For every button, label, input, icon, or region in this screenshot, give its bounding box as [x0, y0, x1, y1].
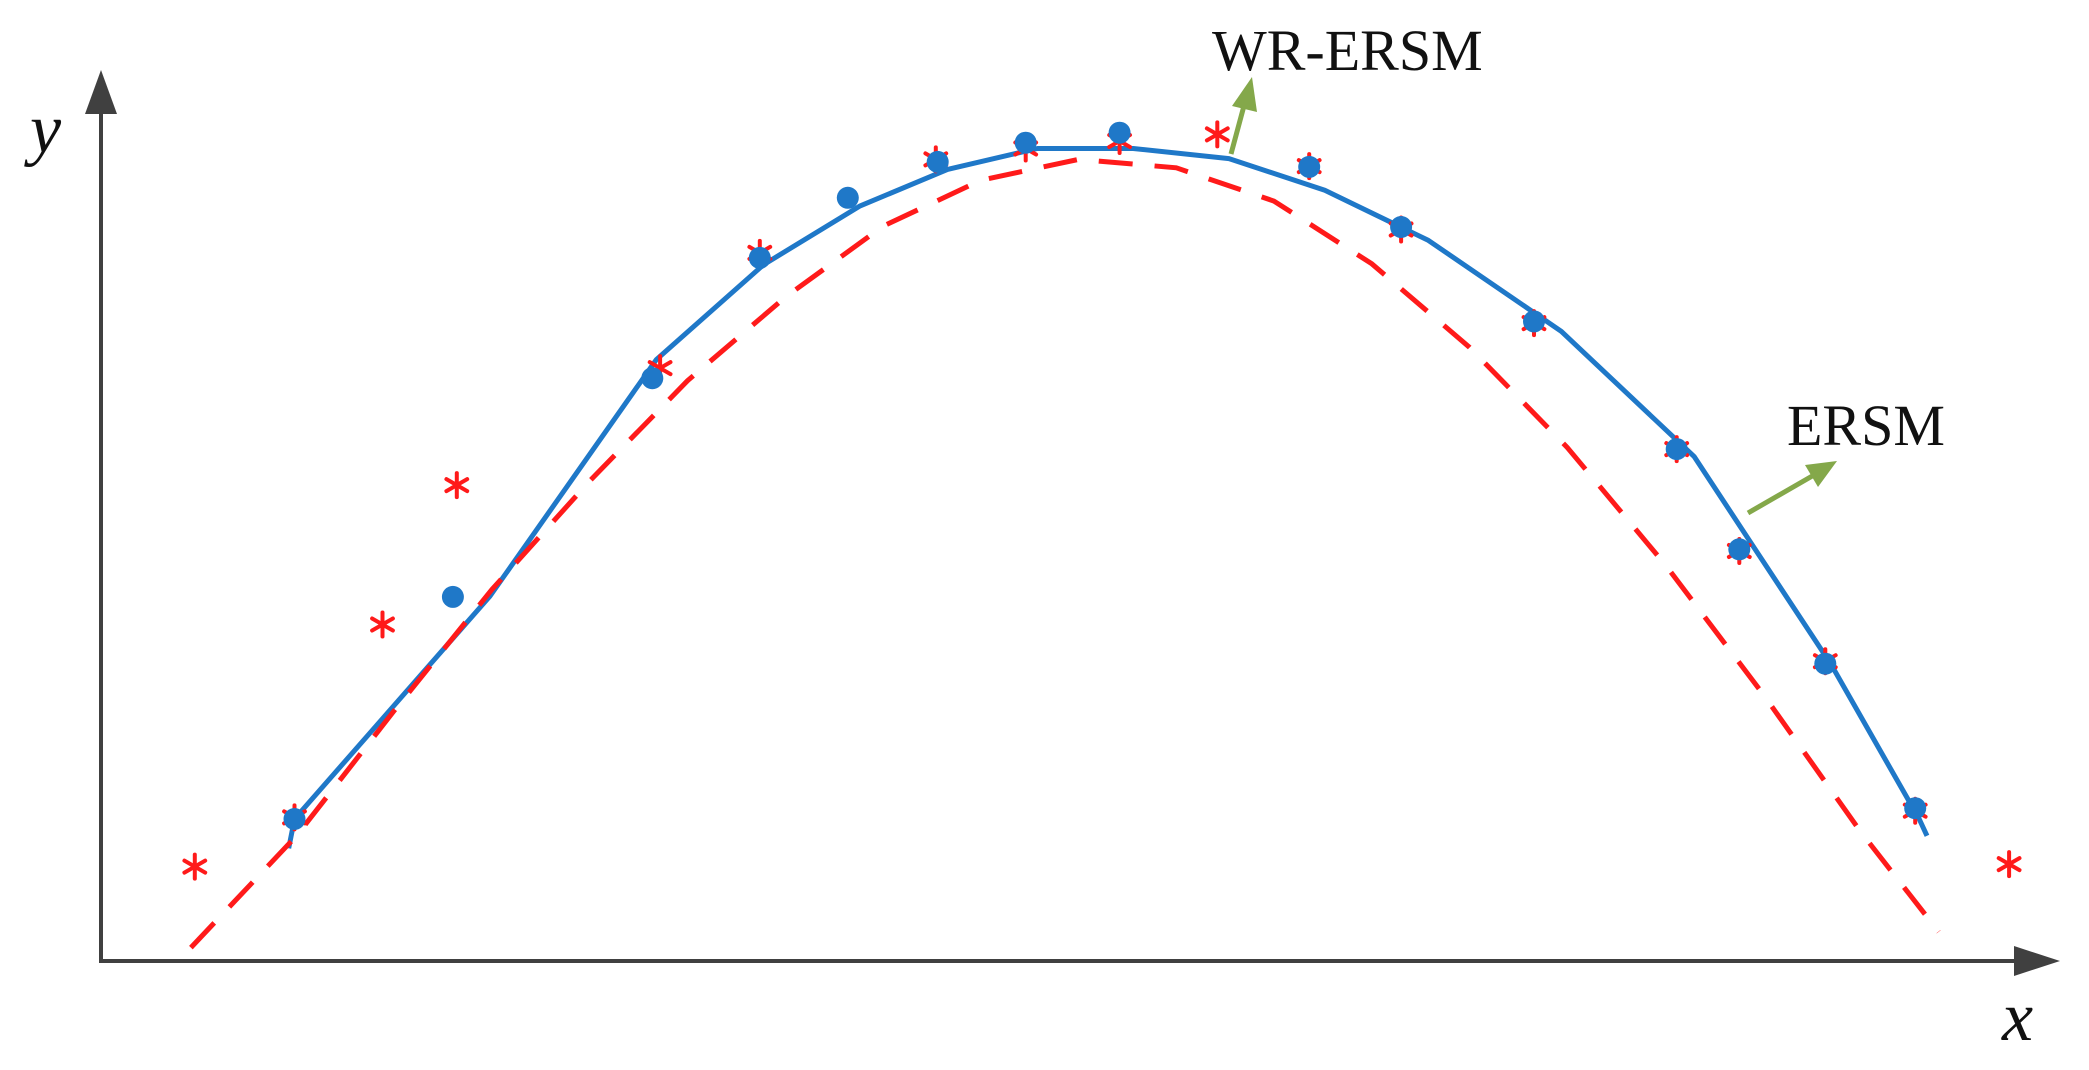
wr-ersm-point-9 [1390, 216, 1413, 238]
wr-ersm-point-7 [1108, 121, 1131, 144]
ersm-point-3-stroke-2 [444, 477, 470, 494]
ersm-point-17-stroke-2 [1996, 856, 2022, 873]
ersm-point-9-stroke-2 [1204, 126, 1230, 143]
wr-ersm-point-1 [441, 585, 464, 608]
wr-ersm-point-12 [1728, 538, 1751, 561]
y-axis-arrowhead [85, 70, 117, 114]
ersm-point-2 [370, 610, 395, 639]
ersm-annotation-arrow [1746, 472, 1816, 516]
wr-ersm-point-2 [641, 367, 664, 390]
wr-ersm-arrowhead-icon [1232, 77, 1257, 112]
ersm-point-0-stroke-2 [182, 858, 208, 875]
wr-ersm-annotation-arrow [1228, 101, 1248, 155]
axes: y x [24, 70, 2060, 1056]
wr-ersm-point-5 [926, 150, 949, 173]
wr-ersm-point-8 [1298, 155, 1321, 178]
wr-ersm-point-13 [1814, 652, 1837, 675]
wr-ersm-point-6 [1014, 131, 1037, 154]
wr-ersm-point-0 [283, 808, 306, 830]
ersm-point-3 [444, 471, 470, 500]
x-axis-label: x [2001, 979, 2033, 1056]
ersm-point-0 [182, 852, 208, 881]
wr-ersm-annotation-label: WR-ERSM [1212, 18, 1483, 83]
annotations: WR-ERSM ERSM [1212, 18, 1945, 516]
wr-ersm-point-3 [748, 246, 771, 269]
ersm-dashed-line [189, 156, 1941, 950]
ersm-annotation-label: ERSM [1787, 393, 1945, 458]
x-axis-arrowhead [2014, 946, 2060, 976]
ersm-point-9 [1204, 120, 1230, 149]
wr-ersm-point-10 [1523, 310, 1545, 333]
ersm-point-17 [1996, 850, 2022, 879]
wr-ersm-point-14 [1904, 797, 1927, 820]
y-axis-label: y [24, 91, 62, 168]
plot-area [182, 120, 2022, 950]
ersm-point-2-stroke-2 [370, 616, 395, 633]
ersm-arrowhead-icon [1805, 461, 1837, 487]
wr-ersm-point-4 [836, 186, 859, 209]
wr-ersm-line [286, 146, 1930, 849]
wr-ersm-point-11 [1665, 438, 1688, 461]
